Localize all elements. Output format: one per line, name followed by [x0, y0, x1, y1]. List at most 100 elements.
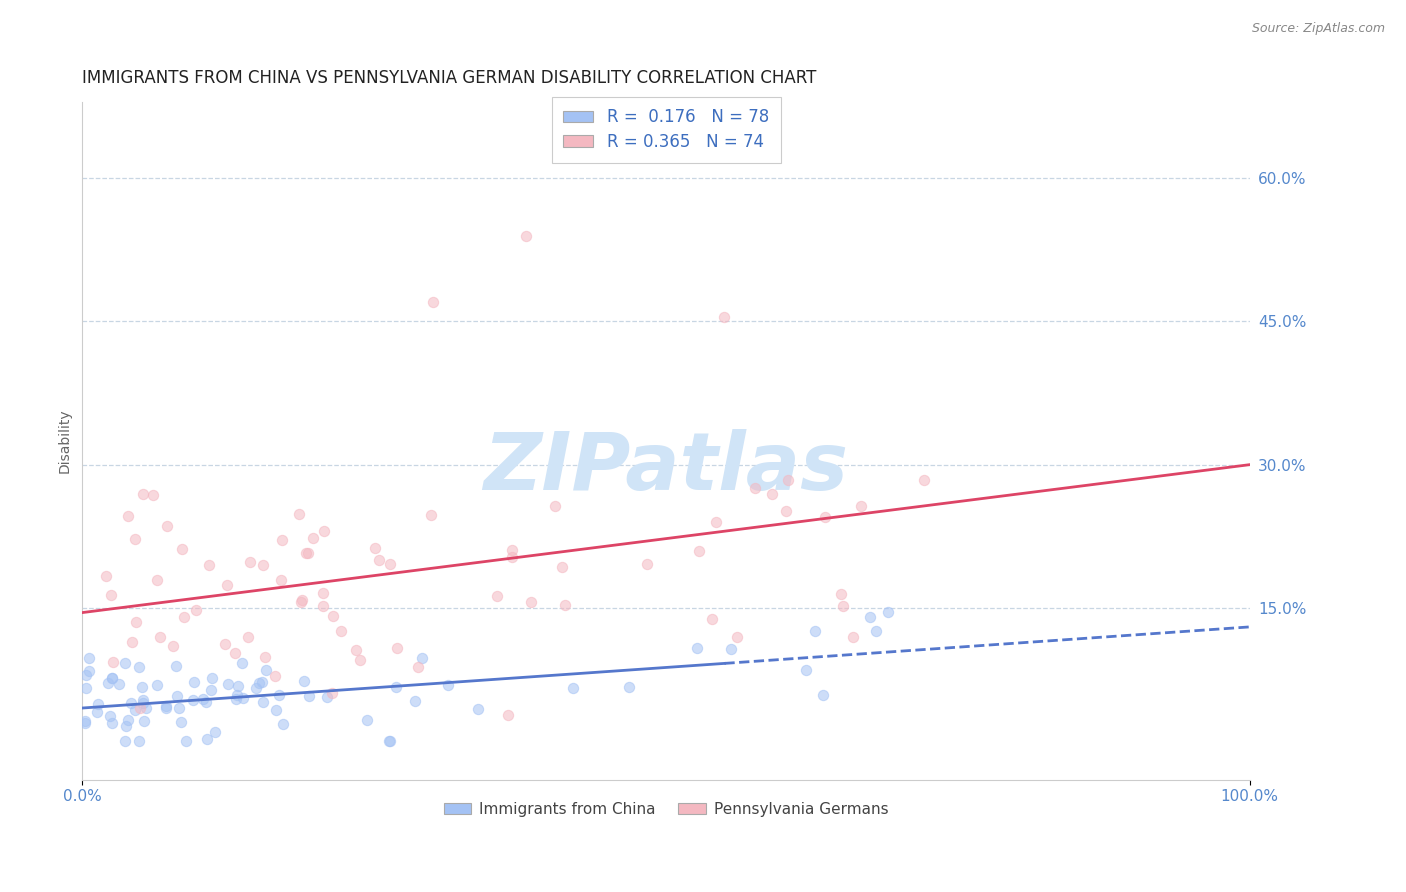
Point: [725, 630, 748, 644]
Point: [842, 630, 865, 644]
Point: [411, 650, 433, 665]
Point: [877, 605, 900, 619]
Point: [198, 558, 221, 572]
Point: [288, 508, 311, 522]
Point: [501, 549, 523, 564]
Point: [169, 714, 191, 729]
Point: [195, 732, 218, 747]
Point: [254, 663, 277, 677]
Point: [174, 734, 197, 748]
Point: [356, 713, 378, 727]
Point: [236, 630, 259, 644]
Point: [114, 657, 136, 671]
Point: [778, 473, 800, 487]
Point: [173, 610, 195, 624]
Point: [239, 555, 262, 569]
Point: [271, 717, 294, 731]
Point: [794, 663, 817, 677]
Point: [290, 594, 312, 608]
Point: [166, 690, 188, 704]
Point: [349, 653, 371, 667]
Point: [101, 671, 124, 685]
Point: [378, 558, 401, 572]
Point: [315, 690, 337, 705]
Point: [162, 639, 184, 653]
Point: [226, 689, 249, 703]
Point: [155, 698, 177, 713]
Point: [77, 664, 100, 678]
Point: [200, 683, 222, 698]
Point: [128, 734, 150, 748]
Text: IMMIGRANTS FROM CHINA VS PENNSYLVANIA GERMAN DISABILITY CORRELATION CHART: IMMIGRANTS FROM CHINA VS PENNSYLVANIA GE…: [83, 69, 817, 87]
Point: [619, 680, 641, 694]
Point: [467, 702, 489, 716]
Point: [100, 671, 122, 685]
Point: [245, 681, 267, 695]
Point: [775, 504, 797, 518]
Point: [263, 669, 285, 683]
Point: [132, 696, 155, 710]
Point: [700, 612, 723, 626]
Point: [291, 593, 314, 607]
Y-axis label: Disability: Disability: [58, 409, 72, 473]
Point: [117, 509, 139, 524]
Text: ZIPatlas: ZIPatlas: [484, 429, 849, 507]
Point: [406, 660, 429, 674]
Point: [297, 545, 319, 559]
Point: [501, 543, 523, 558]
Point: [270, 573, 292, 587]
Point: [201, 672, 224, 686]
Point: [404, 694, 426, 708]
Point: [170, 541, 193, 556]
Point: [330, 624, 353, 639]
Point: [94, 569, 117, 583]
Text: Source: ZipAtlas.com: Source: ZipAtlas.com: [1251, 22, 1385, 36]
Point: [713, 310, 735, 324]
Point: [830, 587, 852, 601]
Point: [554, 598, 576, 612]
Point: [253, 650, 276, 665]
Legend: Immigrants from China, Pennsylvania Germans: Immigrants from China, Pennsylvania Germ…: [437, 796, 894, 822]
Point: [124, 532, 146, 546]
Point: [380, 734, 402, 748]
Point: [131, 680, 153, 694]
Point: [86, 706, 108, 720]
Point: [685, 640, 707, 655]
Point: [387, 640, 409, 655]
Point: [544, 500, 567, 514]
Point: [321, 685, 343, 699]
Point: [271, 533, 294, 548]
Point: [832, 599, 855, 613]
Point: [75, 668, 97, 682]
Point: [519, 595, 541, 609]
Point: [214, 637, 236, 651]
Point: [75, 715, 97, 730]
Point: [98, 709, 121, 723]
Point: [218, 676, 240, 690]
Point: [215, 578, 238, 592]
Point: [422, 295, 444, 310]
Point: [121, 635, 143, 649]
Point: [688, 544, 710, 558]
Point: [183, 692, 205, 706]
Point: [114, 719, 136, 733]
Point: [100, 715, 122, 730]
Point: [183, 675, 205, 690]
Point: [420, 508, 443, 522]
Point: [135, 701, 157, 715]
Point: [498, 708, 520, 723]
Point: [252, 695, 274, 709]
Point: [120, 696, 142, 710]
Point: [636, 557, 658, 571]
Point: [165, 658, 187, 673]
Point: [204, 725, 226, 739]
Point: [295, 546, 318, 560]
Point: [75, 681, 97, 696]
Point: [114, 734, 136, 748]
Point: [269, 688, 291, 702]
Point: [849, 500, 872, 514]
Point: [146, 573, 169, 587]
Point: [485, 589, 508, 603]
Point: [266, 702, 288, 716]
Point: [314, 524, 336, 538]
